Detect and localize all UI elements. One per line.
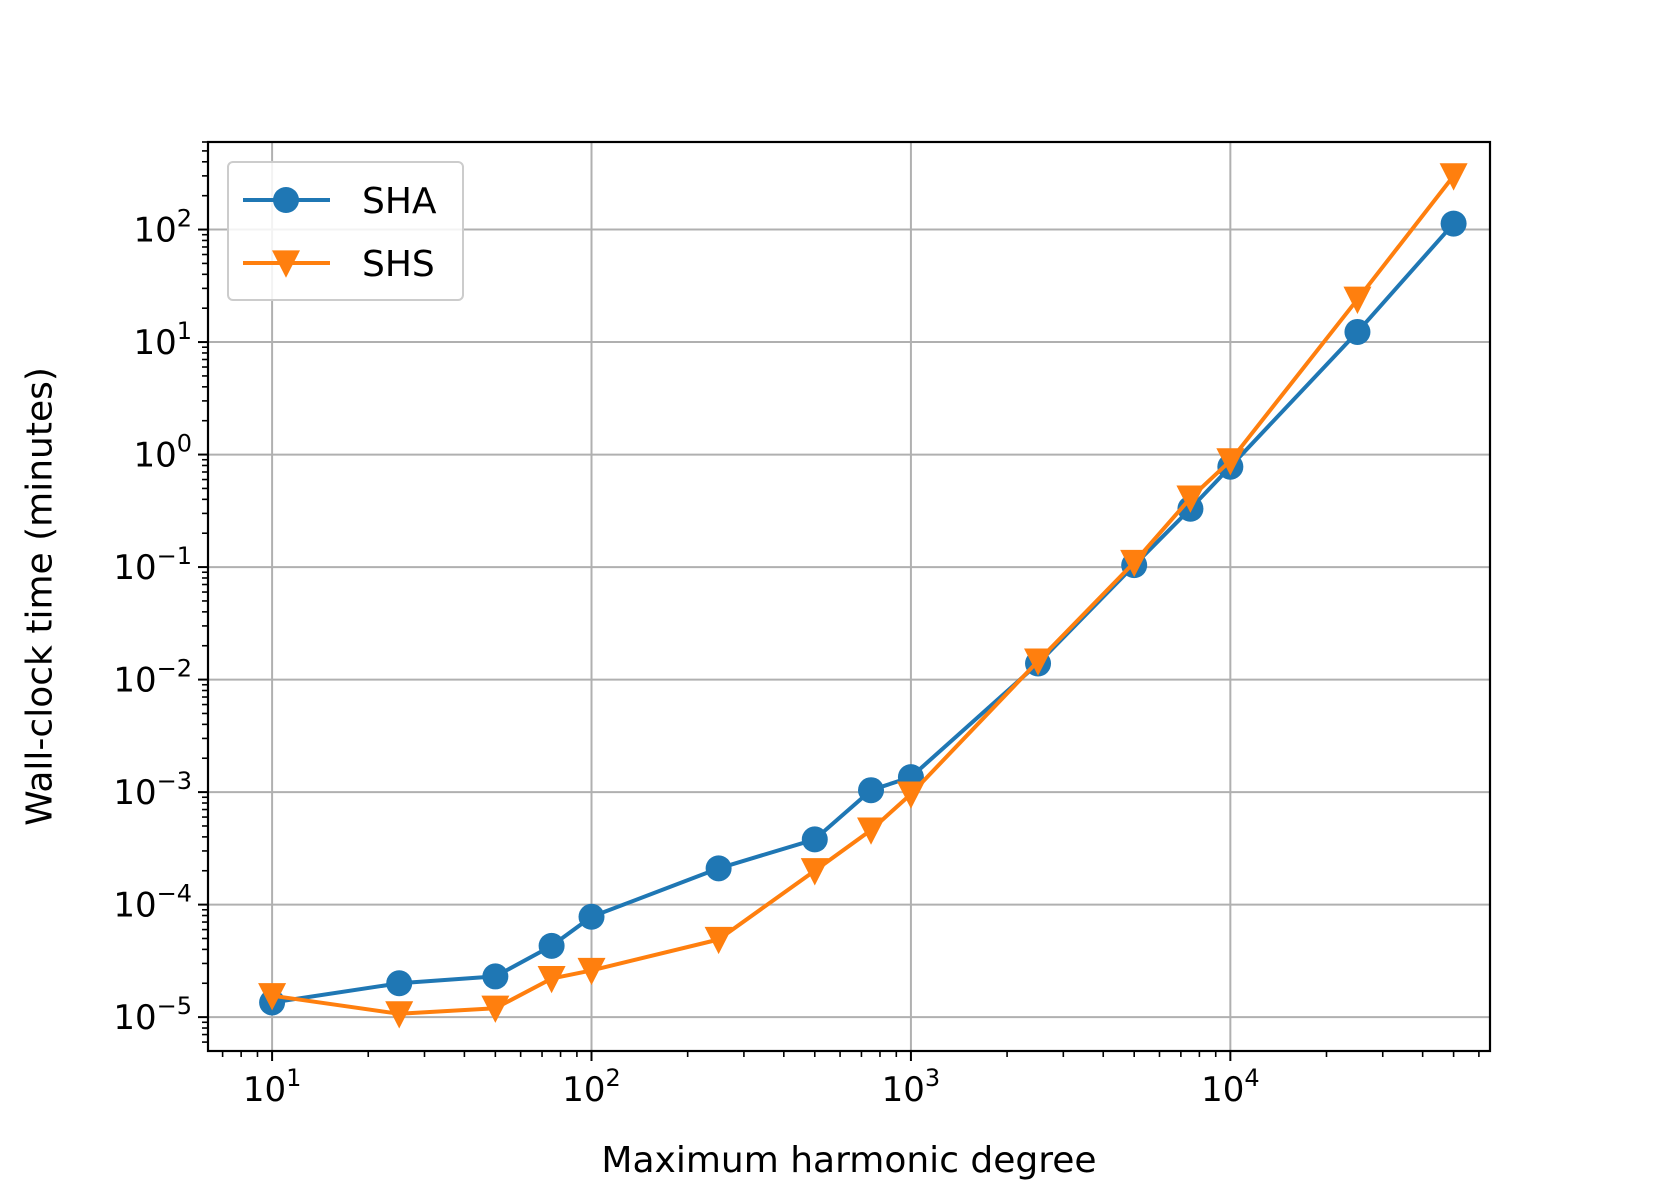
shs-point bbox=[1343, 286, 1372, 314]
shs-point bbox=[1216, 448, 1245, 476]
major-ticks bbox=[198, 228, 1232, 1061]
y-tick-exponent: 2 bbox=[177, 205, 192, 233]
plot-frame bbox=[206, 140, 1492, 1053]
y-tick-base: 10 bbox=[133, 323, 176, 363]
shs-point bbox=[537, 966, 566, 994]
shs-point bbox=[800, 858, 829, 886]
shs-point bbox=[704, 926, 733, 955]
shs-point bbox=[1439, 163, 1468, 191]
shs-point bbox=[857, 817, 886, 845]
legend-marker bbox=[272, 250, 300, 278]
y-tick-exponent: −3 bbox=[157, 767, 192, 795]
x-tick-base: 10 bbox=[882, 1070, 925, 1110]
legend-label: SHS bbox=[362, 244, 435, 285]
shs-point bbox=[577, 957, 606, 986]
shs-line bbox=[271, 174, 1456, 1016]
sha-point bbox=[386, 970, 413, 997]
sha-point bbox=[538, 932, 565, 959]
sha-point bbox=[801, 826, 828, 853]
y-tick-base: 10 bbox=[113, 661, 156, 701]
y-tick-exponent: 1 bbox=[177, 317, 192, 345]
y-tick-base: 10 bbox=[113, 886, 156, 926]
y-tick-base: 10 bbox=[133, 211, 176, 251]
legend: SHA SHS bbox=[227, 161, 464, 301]
y-tick-base: 10 bbox=[113, 548, 156, 588]
y-tick-label: 101 bbox=[133, 317, 192, 363]
series-sha bbox=[259, 210, 1467, 1016]
y-tick-exponent: −1 bbox=[157, 542, 192, 570]
shs-point bbox=[1120, 549, 1149, 578]
y-tick-base: 10 bbox=[113, 998, 156, 1038]
x-tick-labels: 101 102 103 104 bbox=[243, 1064, 1260, 1110]
x-tick-exponent: 1 bbox=[286, 1064, 301, 1092]
x-tick-exponent: 3 bbox=[925, 1064, 940, 1092]
shs-point bbox=[481, 995, 510, 1023]
shs-point bbox=[896, 781, 925, 809]
y-tick-label: 102 bbox=[133, 205, 192, 251]
shs-point bbox=[1024, 648, 1053, 676]
x-tick-label: 104 bbox=[1201, 1064, 1260, 1110]
sha-point bbox=[1344, 318, 1371, 345]
y-tick-exponent: −2 bbox=[157, 655, 192, 683]
shs-point bbox=[385, 1001, 414, 1029]
y-tick-base: 10 bbox=[113, 773, 156, 813]
sha-point bbox=[705, 855, 732, 882]
y-tick-label: 10−1 bbox=[113, 542, 192, 588]
x-tick-exponent: 2 bbox=[606, 1064, 621, 1092]
sha-point bbox=[578, 903, 605, 930]
y-tick-label: 10−3 bbox=[113, 767, 192, 813]
y-tick-label: 100 bbox=[133, 430, 192, 476]
legend-marker bbox=[273, 187, 299, 213]
y-tick-label: 10−5 bbox=[113, 992, 192, 1038]
x-tick-base: 10 bbox=[243, 1070, 286, 1110]
x-tick-label: 102 bbox=[562, 1064, 621, 1110]
shs-point bbox=[258, 983, 287, 1011]
x-tick-label: 103 bbox=[882, 1064, 941, 1110]
y-tick-exponent: 0 bbox=[177, 430, 192, 458]
shs-point bbox=[1176, 485, 1205, 513]
x-tick-base: 10 bbox=[562, 1070, 605, 1110]
y-axis-label: Wall-clock time (minutes) bbox=[20, 367, 61, 826]
x-axis-label: Maximum harmonic degree bbox=[601, 1140, 1096, 1181]
y-tick-base: 10 bbox=[133, 436, 176, 476]
y-tick-exponent: −4 bbox=[157, 880, 192, 908]
legend-label: SHA bbox=[362, 181, 437, 222]
sha-line bbox=[271, 222, 1456, 1005]
y-tick-exponent: −5 bbox=[157, 992, 192, 1020]
x-tick-label: 101 bbox=[243, 1064, 302, 1110]
sha-point bbox=[858, 777, 885, 804]
sha-point bbox=[482, 963, 509, 990]
y-tick-label: 10−4 bbox=[113, 880, 192, 926]
series-shs bbox=[258, 163, 1468, 1029]
sha-point bbox=[1440, 210, 1467, 237]
x-tick-base: 10 bbox=[1201, 1070, 1244, 1110]
y-tick-label: 10−2 bbox=[113, 655, 192, 701]
series-layer bbox=[258, 163, 1468, 1029]
x-tick-exponent: 4 bbox=[1244, 1064, 1259, 1092]
